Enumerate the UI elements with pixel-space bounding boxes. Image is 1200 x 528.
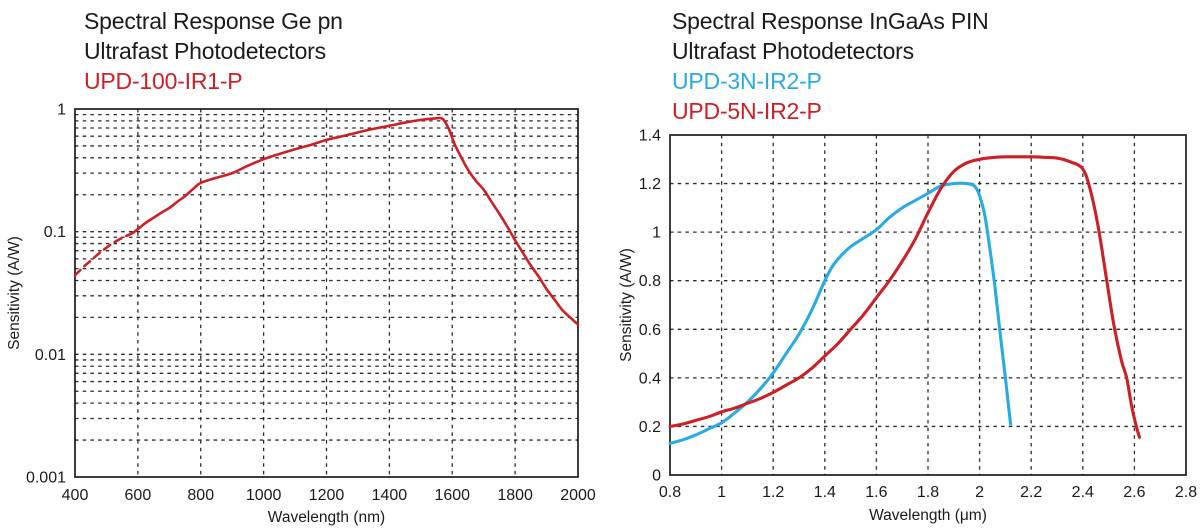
ingaas-title-line2: Ultrafast Photodetectors (672, 38, 914, 64)
ingaas-ytick-1: 1 (652, 225, 661, 242)
ge-xtick-800: 800 (187, 487, 214, 504)
ingaas-ytick-0: 0 (652, 468, 661, 485)
ge-ytick-1: 1 (57, 102, 66, 119)
ingaas-title-line1: Spectral Response InGaAs PIN (672, 8, 989, 34)
ingaas-xtick-1.6: 1.6 (865, 484, 887, 501)
ingaas-ytick-0.6: 0.6 (639, 322, 661, 339)
ingaas-ytick-1.2: 1.2 (639, 176, 661, 193)
ingaas-model-label-5n: UPD-5N-IR2-P (672, 98, 822, 124)
ge-title-line2: Ultrafast Photodetectors (84, 38, 326, 64)
ge-xtick-400: 400 (62, 487, 89, 504)
ge-xtick-1000: 1000 (246, 487, 282, 504)
ingaas-xtick-2.4: 2.4 (1072, 484, 1094, 501)
ingaas-ytick-0.4: 0.4 (639, 370, 661, 387)
ge-plot-border (74, 108, 579, 478)
ge-yaxis-title: Sensitivity (A/W) (6, 236, 23, 350)
ge-xtick-2000: 2000 (560, 487, 596, 504)
ingaas-xtick-1.4: 1.4 (814, 484, 836, 501)
ge-model-label: UPD-100-IR1-P (84, 68, 243, 94)
ge-curve-UPD-100-IR1-P-seg0 (73, 231, 135, 277)
ge-title-line1: Spectral Response Ge pn (84, 8, 343, 34)
ge-xtick-600: 600 (125, 487, 152, 504)
ingaas-curve-UPD-3N-IR2-P (668, 181, 1013, 445)
ge-curve-UPD-100-IR1-P-seg1 (131, 116, 580, 326)
ge-xaxis-title: Wavelength (nm) (268, 509, 385, 526)
ingaas-ytick-0.2: 0.2 (639, 419, 661, 436)
ingaas-xtick-2.6: 2.6 (1123, 484, 1145, 501)
ingaas-xtick-2.2: 2.2 (1020, 484, 1042, 501)
ingaas-xtick-1.8: 1.8 (917, 484, 939, 501)
ingaas-yaxis-title: Sensitivity (A/W) (618, 248, 635, 362)
ingaas-xtick-1.2: 1.2 (762, 484, 784, 501)
ingaas-model-label-3n: UPD-3N-IR2-P (672, 68, 822, 94)
ingaas-xtick-2: 2 (975, 484, 984, 501)
ge-ytick-0.1: 0.1 (44, 224, 66, 241)
ingaas-xtick-2.8: 2.8 (1175, 484, 1197, 501)
ingaas-plot-border (669, 134, 1187, 476)
ge-xtick-1400: 1400 (372, 487, 408, 504)
ingaas-title-block: Spectral Response InGaAs PIN Ultrafast P… (672, 6, 989, 126)
ge-xtick-1800: 1800 (497, 487, 533, 504)
ge-xtick-1200: 1200 (309, 487, 345, 504)
ge-title-block: Spectral Response Ge pn Ultrafast Photod… (84, 6, 343, 96)
ingaas-xtick-1: 1 (717, 484, 726, 501)
ingaas-xtick-0.8: 0.8 (659, 484, 681, 501)
ge-ytick-0.001: 0.001 (26, 470, 66, 487)
ingaas-ytick-1.4: 1.4 (639, 128, 661, 145)
ge-ytick-0.01: 0.01 (35, 347, 66, 364)
ge-xtick-1600: 1600 (434, 487, 470, 504)
ingaas-xaxis-title: Wavelength (μm) (869, 507, 987, 524)
ingaas-curve-UPD-5N-IR2-P (668, 155, 1142, 439)
ingaas-ytick-0.8: 0.8 (639, 273, 661, 290)
